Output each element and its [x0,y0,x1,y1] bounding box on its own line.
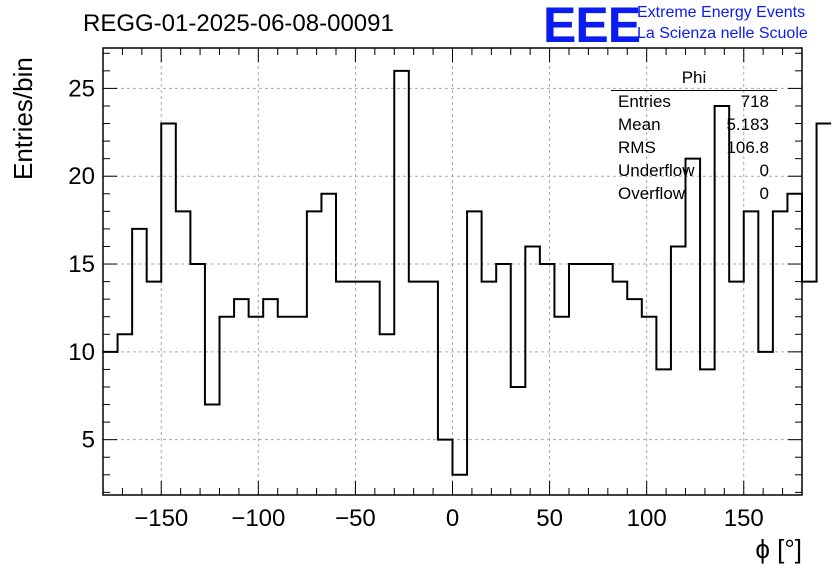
histogram-bin [729,282,744,495]
stats-label: Overflow [618,184,686,203]
histogram-bin [220,317,235,495]
stats-row-entries: Entries 718 [611,92,777,115]
histogram-bin [613,282,628,495]
axis-ticks [102,48,803,495]
histogram-bin [103,352,118,495]
x-tick-label: 0 [446,505,459,532]
histogram-bin [744,211,759,495]
histogram-bin [365,282,380,495]
histogram-bin [642,317,657,495]
histogram-bin [525,246,540,495]
logo-line-2: La Scienza nelle Scuole [637,25,808,42]
histogram-bin [686,159,701,495]
histogram-marks [103,69,832,495]
stats-value: 0 [759,161,769,180]
chart-title: REGG-01-2025-06-08-00091 [83,10,394,37]
x-tick-label: −50 [335,505,376,532]
histogram-bin [787,194,802,495]
histogram-bin [234,299,249,495]
y-tick-label: 15 [68,251,95,278]
stats-value: 5.183 [726,115,769,134]
stats-box: Phi Entries 718 Mean 5.183 RMS 106.8 Und… [611,68,777,207]
stats-value: 718 [740,92,769,111]
histogram-bin [380,334,395,495]
histogram-bin [511,387,526,495]
histogram-bin [569,264,584,495]
stats-label: Mean [618,115,661,134]
histogram-bin [656,369,671,495]
histogram-bin [802,282,817,495]
x-tick-label: 150 [724,505,764,532]
x-tick-label: 100 [627,505,667,532]
histogram-bin [118,334,133,495]
x-tick-label: −100 [231,505,285,532]
histogram-bin [190,264,205,495]
logo-line-1: Extreme Energy Events [637,4,806,21]
y-tick-label: 5 [82,427,95,454]
x-tick-label: −150 [134,505,188,532]
stats-label: Entries [618,92,671,111]
stats-title: Phi [611,68,777,91]
histogram-bin [249,317,264,495]
y-tick-label: 25 [68,75,95,102]
histogram-bin [496,264,511,495]
histogram-bin [351,282,366,495]
histogram-bin [132,229,147,495]
histogram-bin [467,211,482,495]
stats-label: RMS [618,138,656,157]
histogram-bin [773,211,788,495]
histogram-bin [554,317,569,495]
x-tick-label: 50 [536,505,563,532]
histogram-bin [307,211,322,495]
stats-label: Underflow [618,161,695,180]
stats-value: 106.8 [726,138,769,157]
histogram-bin [321,194,336,495]
x-axis-label: ϕ [°] [755,534,802,564]
stats-row-overflow: Overflow 0 [611,184,777,207]
y-axis-label: Entries/bin [8,57,38,180]
histogram-bin [482,282,497,495]
histogram-bin [700,369,715,495]
grid-lines [103,48,802,495]
y-tick-label: 10 [68,339,95,366]
histogram-bin [453,475,468,495]
histogram-bin [598,264,613,495]
histogram-bin [540,264,555,495]
stats-row-mean: Mean 5.183 [611,115,777,138]
y-tick-label: 20 [68,163,95,190]
histogram-bin [263,299,278,495]
histogram-bin [147,282,162,495]
histogram-bin [817,124,832,495]
histogram-bin [292,317,307,495]
histogram-bin [758,352,773,495]
histogram-bin [671,246,686,495]
stats-row-underflow: Underflow 0 [611,161,777,184]
histogram-bin [627,299,642,495]
histogram-bin [394,71,409,495]
histogram-bin [205,405,220,495]
histogram-bin [438,440,453,495]
histogram-bin [278,317,293,495]
tick-labels: −150 −100 −50 0 50 100 150 5 10 15 20 25 [68,75,763,532]
histogram-bin [409,282,424,495]
histogram-bin [176,211,191,495]
eee-logo: EEE [543,0,641,53]
stats-value: 0 [759,184,769,203]
histogram-bin [336,282,351,495]
histogram-bin [423,282,438,495]
histogram-outline [103,69,832,476]
histogram-bin [584,264,599,495]
stats-row-rms: RMS 106.8 [611,138,777,161]
